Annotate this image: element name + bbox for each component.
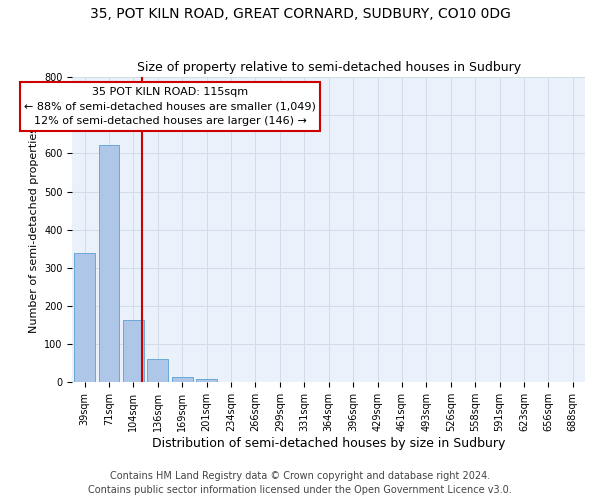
Bar (98, 145, 119, 382)
X-axis label: Distribution of semi-detached houses by size in Sudbury: Distribution of semi-detached houses by … (152, 437, 505, 450)
Bar (148, 360, 168, 382)
Bar (196, 380, 217, 382)
Bar (123, 320, 144, 382)
Text: 35, POT KILN ROAD, GREAT CORNARD, SUDBURY, CO10 0DG: 35, POT KILN ROAD, GREAT CORNARD, SUDBUR… (89, 8, 511, 22)
Y-axis label: Number of semi-detached properties: Number of semi-detached properties (29, 126, 38, 332)
Text: Contains HM Land Registry data © Crown copyright and database right 2024.
Contai: Contains HM Land Registry data © Crown c… (88, 471, 512, 495)
Bar (74, 252, 95, 382)
Title: Size of property relative to semi-detached houses in Sudbury: Size of property relative to semi-detach… (137, 62, 521, 74)
Bar (172, 376, 193, 382)
Text: 35 POT KILN ROAD: 115sqm
← 88% of semi-detached houses are smaller (1,049)
12% o: 35 POT KILN ROAD: 115sqm ← 88% of semi-d… (24, 86, 316, 126)
